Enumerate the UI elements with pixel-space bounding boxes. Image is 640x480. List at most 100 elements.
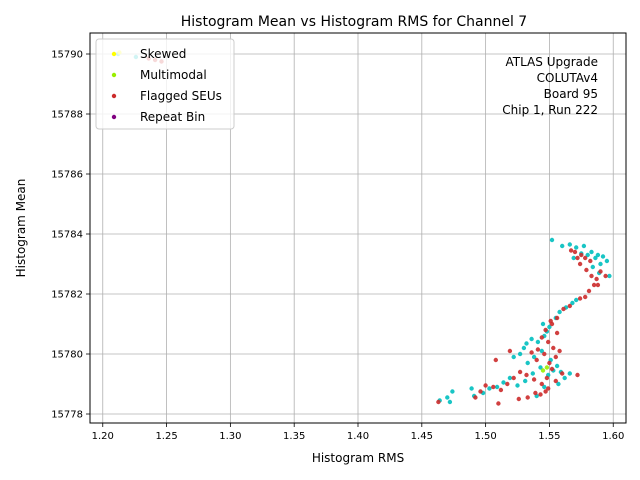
point-flagged-seus — [517, 369, 523, 375]
point-flagged-seus — [542, 351, 547, 357]
point-flagged-seus — [483, 383, 488, 388]
legend-marker-flagged-seus — [111, 93, 117, 99]
y-tick-label: 15790 — [51, 50, 83, 61]
point-flagged-seus — [534, 357, 539, 363]
point-unlabeled — [547, 324, 552, 330]
point-unlabeled — [540, 321, 546, 327]
point-multimodal — [540, 368, 546, 373]
point-unlabeled — [567, 371, 572, 376]
point-unlabeled — [487, 386, 492, 391]
point-flagged-seus — [583, 255, 588, 261]
point-unlabeled — [562, 375, 567, 381]
point-unlabeled — [529, 336, 534, 342]
point-flagged-seus — [543, 327, 548, 333]
point-flagged-seus — [575, 372, 580, 378]
point-flagged-seus — [584, 267, 589, 273]
point-unlabeled — [598, 261, 603, 267]
point-flagged-seus — [579, 252, 584, 258]
point-flagged-seus — [575, 255, 580, 261]
x-tick-label: 1.25 — [155, 431, 177, 442]
point-unlabeled — [517, 351, 523, 357]
point-flagged-seus — [548, 318, 553, 324]
point-unlabeled — [494, 384, 500, 390]
point-flagged-seus — [549, 366, 555, 372]
point-flagged-seus — [572, 249, 578, 255]
point-unlabeled — [589, 249, 594, 255]
point-flagged-seus — [533, 390, 538, 396]
point-flagged-seus — [547, 360, 552, 366]
x-tick-label: 1.55 — [538, 431, 560, 442]
legend-marker-repeat-bin — [111, 114, 117, 120]
x-tick-label: 1.30 — [219, 431, 241, 442]
point-flagged-seus — [577, 261, 583, 267]
point-unlabeled — [450, 389, 455, 394]
point-unlabeled — [574, 297, 579, 303]
point-unlabeled — [525, 360, 530, 366]
point-unlabeled — [593, 255, 598, 261]
point-flagged-seus — [554, 330, 560, 336]
point-unlabeled — [507, 375, 513, 381]
point-flagged-seus — [589, 273, 594, 279]
point-unlabeled — [570, 300, 575, 306]
x-tick-label: 1.40 — [347, 431, 369, 442]
point-flagged-seus — [544, 375, 550, 381]
point-flagged-seus — [553, 378, 558, 384]
point-unlabeled — [590, 264, 595, 270]
annotation-line-4: Chip 1, Run 222 — [502, 103, 598, 117]
point-flagged-seus — [595, 282, 601, 288]
annotation-line-2: COLUTAv4 — [537, 71, 598, 85]
point-flagged-seus — [591, 282, 597, 288]
legend: Skewed Multimodal Flagged SEUs Repeat Bin — [95, 38, 235, 130]
point-flagged-seus — [567, 303, 572, 309]
point-unlabeled — [469, 386, 474, 391]
x-tick-label: 1.50 — [474, 431, 496, 442]
point-flagged-seus — [498, 387, 504, 393]
point-flagged-seus — [507, 348, 513, 354]
legend-marker-skewed — [111, 51, 117, 57]
point-unlabeled — [607, 273, 612, 279]
point-unlabeled — [554, 363, 560, 369]
point-unlabeled — [585, 252, 590, 258]
point-flagged-seus — [598, 269, 603, 274]
x-tick-label: 1.35 — [283, 431, 305, 442]
point-unlabeled — [535, 339, 541, 345]
point-flagged-seus — [568, 248, 574, 253]
point-flagged-seus — [557, 348, 562, 354]
run-annotation: ATLAS Upgrade COLUTAv4 Board 95 Chip 1, … — [502, 55, 598, 117]
point-flagged-seus — [496, 401, 501, 406]
y-tick-label: 15782 — [51, 290, 83, 301]
point-flagged-seus — [551, 345, 556, 351]
point-unlabeled — [556, 381, 561, 387]
point-unlabeled — [604, 258, 610, 264]
legend-label-multimodal: Multimodal — [140, 68, 207, 82]
legend-label-skewed: Skewed — [140, 47, 186, 61]
point-unlabeled — [523, 378, 528, 384]
point-unlabeled — [595, 252, 601, 258]
point-unlabeled — [511, 354, 516, 360]
x-axis-ticks: 1.20 1.25 1.30 1.35 1.40 1.45 1.50 1.55 1.60 — [92, 423, 624, 442]
legend-label-repeat-bin: Repeat Bin — [140, 110, 205, 124]
point-flagged-seus — [586, 288, 592, 294]
y-axis-label: Histogram Mean — [14, 179, 28, 278]
x-axis-label: Histogram RMS — [312, 451, 404, 465]
chart-title: Histogram Mean vs Histogram RMS for Chan… — [181, 14, 527, 30]
point-unlabeled — [530, 371, 535, 376]
point-flagged-seus — [583, 294, 588, 300]
point-flagged-seus — [594, 276, 599, 282]
point-flagged-seus — [577, 296, 583, 301]
point-flagged-seus — [539, 335, 544, 340]
point-multimodal — [544, 365, 550, 370]
point-unlabeled — [501, 380, 506, 385]
point-unlabeled — [515, 383, 520, 388]
point-flagged-seus — [588, 258, 593, 264]
point-unlabeled — [581, 243, 587, 249]
point-flagged-seus — [553, 354, 558, 360]
point-flagged-seus — [529, 350, 534, 355]
x-tick-label: 1.60 — [602, 431, 624, 442]
point-unlabeled — [447, 399, 453, 405]
y-tick-label: 15780 — [51, 350, 83, 361]
point-flagged-seus — [473, 395, 478, 400]
point-flagged-seus — [493, 357, 498, 363]
y-tick-label: 15786 — [51, 170, 83, 181]
